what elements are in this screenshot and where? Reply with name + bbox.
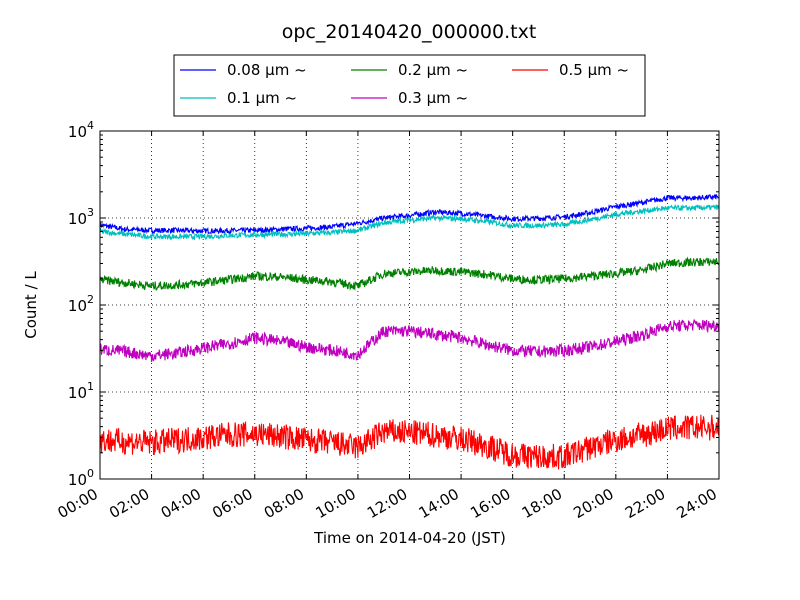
y-tick-exponent: 4	[87, 119, 94, 132]
y-tick-exponent: 3	[87, 206, 94, 219]
y-tick-base: 10	[68, 123, 87, 141]
y-tick-base: 10	[68, 210, 87, 228]
legend-label-1: 0.1 µm ~	[227, 89, 297, 107]
x-axis-label: Time on 2014-04-20 (JST)	[313, 529, 506, 547]
y-tick-label: 103	[68, 206, 94, 228]
series-line-2	[99, 256, 720, 291]
series-line-4	[99, 414, 720, 470]
y-tick-exponent: 1	[87, 380, 94, 393]
y-tick-base: 10	[68, 471, 87, 489]
y-tick-base: 10	[68, 297, 87, 315]
y-tick-exponent: 0	[87, 467, 94, 480]
legend-label-3: 0.3 µm ~	[398, 89, 468, 107]
y-axis-label: Count / L	[22, 271, 40, 339]
legend-box	[173, 54, 646, 117]
y-tick-base: 10	[68, 384, 87, 402]
y-tick-exponent: 2	[87, 293, 94, 306]
series-line-3	[99, 319, 720, 363]
series-line-0	[99, 193, 719, 235]
legend-label-2: 0.2 µm ~	[398, 61, 468, 79]
y-tick-label: 104	[68, 119, 94, 141]
legend-label-0: 0.08 µm ~	[227, 61, 307, 79]
legend: 0.08 µm ~ 0.1 µm ~ 0.2 µm ~ 0.3 µm ~ 0.5 µm …	[173, 54, 646, 117]
legend-label-4: 0.5 µm ~	[559, 61, 629, 79]
chart-title: opc_20140420_000000.txt	[282, 21, 537, 43]
y-tick-label: 100	[68, 467, 94, 489]
y-tick-label: 101	[68, 380, 94, 402]
y-tick-label: 102	[68, 293, 94, 315]
series-lines	[99, 193, 720, 470]
series-line-1	[99, 203, 720, 241]
